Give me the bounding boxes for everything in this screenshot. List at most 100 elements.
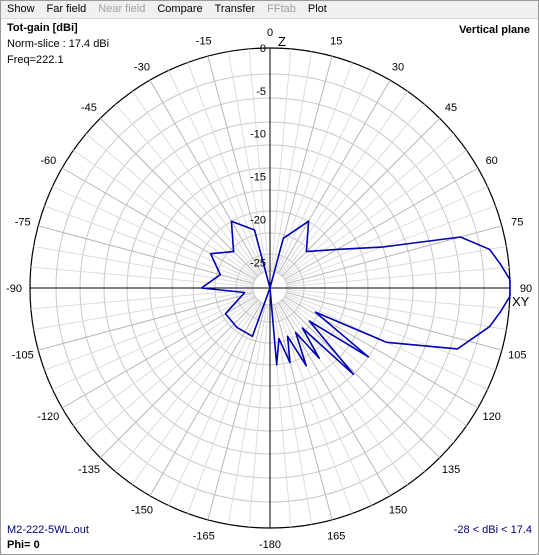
polar-grid-spoke	[284, 167, 479, 280]
polar-grid-spoke	[227, 51, 268, 272]
polar-grid-spoke	[149, 302, 262, 497]
polar-grid-spoke	[270, 48, 292, 272]
polar-grid-spoke	[285, 186, 488, 282]
menu-fftab[interactable]: FFtab	[267, 3, 296, 15]
angle-label: 0	[267, 27, 273, 39]
angle-label: 150	[389, 505, 407, 517]
angle-label: -105	[12, 349, 34, 361]
z-axis-label: Z	[278, 34, 286, 49]
plane-label: Vertical plane	[459, 24, 530, 36]
polar-grid-spoke	[33, 245, 254, 286]
plot-title: Tot-gain [dBi]	[7, 22, 78, 34]
gain-range-label: -28 < dBi < 17.4	[453, 524, 532, 536]
polar-grid-spoke	[168, 70, 264, 273]
polar-grid-spoke	[248, 304, 270, 528]
polar-grid-spoke	[30, 266, 254, 288]
polar-grid-spoke	[99, 117, 259, 277]
polar-grid-spoke	[131, 301, 261, 485]
polar-grid-spoke	[276, 70, 372, 273]
db-tick-label: -20	[250, 214, 266, 226]
menu-show[interactable]: Show	[7, 3, 35, 15]
polar-grid-spoke	[286, 245, 507, 286]
polar-grid-spoke	[38, 291, 254, 351]
polar-grid-spoke	[85, 133, 258, 278]
polar-grid-spoke	[52, 186, 255, 282]
polar-grid-spoke	[283, 297, 467, 427]
polar-grid-spoke	[272, 304, 313, 525]
angle-label: 30	[392, 61, 404, 73]
db-tick-label: 0	[260, 43, 266, 55]
angle-label: 90	[520, 283, 532, 295]
polar-grid-spoke	[282, 133, 455, 278]
angle-label: -120	[37, 411, 59, 423]
polar-grid-spoke	[38, 225, 254, 285]
menu-far-field[interactable]: Far field	[46, 3, 87, 15]
polar-grid-spoke	[272, 51, 313, 272]
menu-plot[interactable]: Plot	[307, 3, 327, 15]
phi-label: Phi= 0	[7, 539, 40, 551]
db-tick-label: -15	[250, 172, 266, 184]
polar-grid-spoke	[52, 294, 255, 390]
polar-grid-spoke	[279, 301, 409, 485]
angle-label: -180	[259, 539, 281, 551]
polar-grid-spoke	[30, 288, 254, 310]
polar-grid-spoke	[284, 296, 479, 409]
angle-label: 15	[330, 36, 342, 48]
angle-label: -75	[15, 217, 31, 229]
polar-grid-spoke	[283, 149, 467, 279]
polar-grid-spoke	[286, 291, 502, 351]
polar-grid-spoke	[73, 297, 257, 427]
db-tick-label: -5	[256, 86, 266, 98]
polar-grid-spoke	[131, 91, 261, 275]
angle-label: -45	[81, 102, 97, 114]
angle-label: 165	[327, 530, 345, 542]
polar-chart: -25-20-15-10-500153045607590105120135150…	[6, 27, 532, 551]
polar-grid-spoke	[115, 103, 260, 276]
xy-axis-label: XY	[512, 294, 530, 309]
polar-grid-spoke	[273, 56, 333, 272]
polar-grid-spoke	[286, 225, 502, 285]
angle-label: 120	[483, 411, 501, 423]
polar-grid-spoke	[73, 149, 257, 279]
polar-grid-spoke	[187, 303, 265, 514]
angle-label: -165	[193, 530, 215, 542]
angle-label: -150	[131, 505, 153, 517]
polar-grid-spoke	[115, 300, 260, 473]
polar-grid-spoke	[61, 296, 256, 409]
angle-label: 75	[511, 217, 523, 229]
polar-grid-spoke	[85, 298, 258, 443]
radiation-pattern-curve	[200, 220, 511, 376]
angle-label: -90	[6, 283, 22, 295]
angle-label: 45	[445, 102, 457, 114]
polar-grid-spoke	[278, 79, 391, 274]
angle-label: -15	[196, 36, 212, 48]
output-file-label: M2-222-5WL.out	[7, 524, 89, 536]
polar-grid-spoke	[275, 62, 353, 273]
polar-grid-spoke	[61, 167, 256, 280]
polar-grid-spoke	[281, 299, 441, 459]
angle-label: 60	[486, 155, 498, 167]
norm-slice-label: Norm-slice : 17.4 dBi	[7, 38, 110, 50]
polar-grid-spoke	[286, 266, 510, 288]
angle-label: 105	[508, 349, 526, 361]
polar-grid-spoke	[281, 117, 441, 277]
polar-grid-spoke	[99, 299, 259, 459]
menu-near-field[interactable]: Near field	[98, 3, 146, 15]
polar-grid-spoke	[187, 62, 265, 273]
angle-label: -135	[78, 464, 100, 476]
polar-grid-spoke	[276, 303, 372, 506]
frequency-label: Freq=222.1	[7, 54, 64, 66]
polar-grid-spoke	[285, 293, 496, 371]
polar-grid-spoke	[207, 304, 267, 520]
db-tick-label: -10	[250, 129, 266, 141]
polar-grid-spoke	[168, 303, 264, 506]
polar-plot-area: -25 -20 -15 -10 -5 0 0 15 30 45 60 75 90 105 120 135 150…	[1, 19, 538, 554]
menu-compare[interactable]: Compare	[157, 3, 203, 15]
polar-grid-spoke	[44, 205, 255, 283]
menu-transfer[interactable]: Transfer	[214, 3, 256, 15]
polar-grid-spoke	[149, 79, 262, 274]
angle-label: -60	[40, 155, 56, 167]
polar-grid-spoke	[285, 205, 496, 283]
angle-label: 135	[442, 464, 460, 476]
